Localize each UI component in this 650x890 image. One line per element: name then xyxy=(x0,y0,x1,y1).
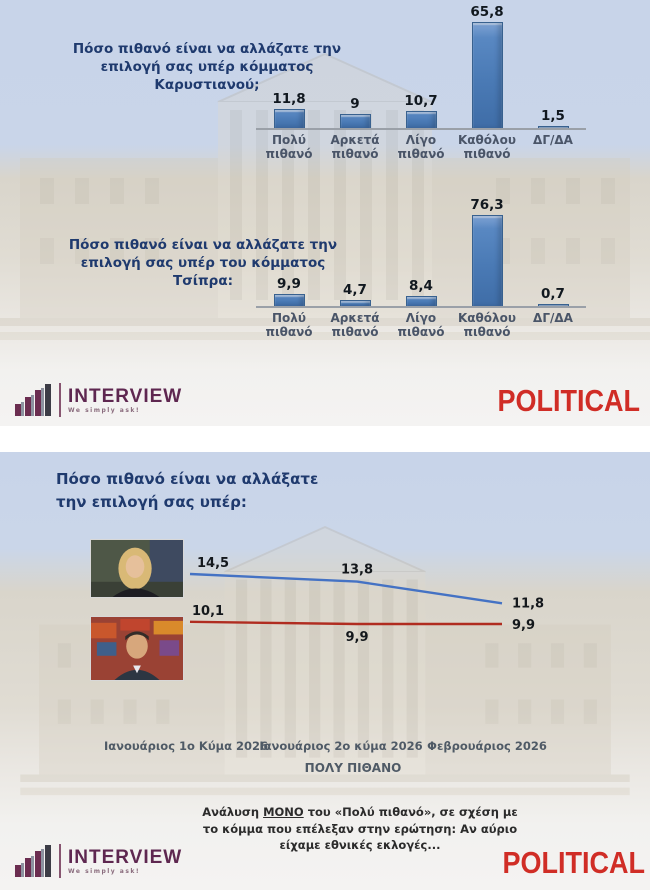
chart2-category-row: Πολύ πιθανό Αρκετά πιθανό Λίγο πιθανό Καθόλ… xyxy=(256,308,586,339)
bar xyxy=(537,126,569,128)
bar-group: 8,4 xyxy=(388,278,454,306)
interview-bars-icon xyxy=(15,845,51,877)
category-label: Λίγο πιθανό xyxy=(397,311,445,339)
bar-group: 0,7 xyxy=(520,286,586,306)
bar-value-label: 8,4 xyxy=(409,278,433,294)
chart1-title: Πόσο πιθανό είναι να αλλάζατε την επιλογ… xyxy=(62,40,352,94)
chart2-title-line2: επιλογή σας υπέρ του κόμματος xyxy=(80,255,326,271)
bar-value-label: 76,3 xyxy=(470,197,504,213)
analysis-footnote: Ανάλυση ΜΟΝΟ του «Πολύ πιθανό», σε σχέση… xyxy=(170,804,550,854)
interview-logo-tagline: We simply ask! xyxy=(68,867,141,875)
bar-group: 1,5 xyxy=(520,108,586,128)
chart1-karystianou-bars: 11,8 9 10,7 65,8 1,5 Πολύ πιθανό Αρκετά πιθαν… xyxy=(256,4,586,161)
line-chart-title-line1: Πόσο πιθανό είναι να αλλάξατε xyxy=(56,470,319,488)
bar-value-label: 11,8 xyxy=(272,91,306,107)
bar xyxy=(273,109,305,128)
chart1-title-line1: Πόσο πιθανό είναι να αλλάζατε την xyxy=(72,41,342,57)
x-axis-label-wave3: Φεβρουάριος 2026 xyxy=(427,739,547,753)
bar-value-label: 9 xyxy=(350,96,360,112)
chart2-title: Πόσο πιθανό είναι να αλλάζατε την επιλογ… xyxy=(58,236,348,290)
chart2-title-line3: Τσίπρα: xyxy=(173,273,233,289)
bar-group: 76,3 xyxy=(454,197,520,306)
data-point-label: 9,9 xyxy=(512,618,535,633)
interview-logo-divider xyxy=(59,844,61,878)
bar-group: 65,8 xyxy=(454,4,520,128)
category-label: Πολύ πιθανό xyxy=(265,311,313,339)
interview-logo: INTERVIEW We simply ask! xyxy=(14,382,182,418)
bar xyxy=(405,111,437,128)
x-axis-caption: ΠΟΛΥ ΠΙΘΑΝΟ xyxy=(304,761,402,775)
data-point-label: 10,1 xyxy=(192,604,224,619)
category-label: Αρκετά πιθανό xyxy=(330,133,380,161)
line-chart-title-line2: την επιλογή σας υπέρ: xyxy=(56,493,247,511)
chart1-title-line3: Καρυστιανού; xyxy=(154,77,260,93)
bar xyxy=(339,300,371,306)
line-chart-title: Πόσο πιθανό είναι να αλλάξατε την επιλογ… xyxy=(56,468,318,514)
footnote-text-post: του «Πολύ πιθανό», σε σχέση με xyxy=(303,805,518,819)
chart1-title-line2: επιλογή σας υπέρ κόμματος xyxy=(100,59,314,75)
category-label: Λίγο πιθανό xyxy=(397,133,445,161)
line-chart-panel: Πόσο πιθανό είναι να αλλάξατε την επιλογ… xyxy=(0,452,650,890)
bar xyxy=(471,22,503,128)
political-logo: POLITICAL xyxy=(497,384,641,418)
bar-group: 11,8 xyxy=(256,91,322,128)
trend-line-tsipras xyxy=(189,620,502,626)
bar xyxy=(537,304,569,306)
footnote-text-pre: Ανάλυση xyxy=(202,805,264,819)
interview-logo-name: INTERVIEW xyxy=(68,385,183,407)
data-point-label: 14,5 xyxy=(197,556,229,571)
bar-value-label: 9,9 xyxy=(277,276,301,292)
bar xyxy=(339,114,371,128)
bar-value-label: 65,8 xyxy=(470,4,504,20)
footnote-line3: είχαμε εθνικές εκλογές... xyxy=(279,838,441,852)
chart2-title-line1: Πόσο πιθανό είναι να αλλάζατε την xyxy=(68,237,338,253)
karystianou-photo xyxy=(90,539,184,598)
interview-logo-divider xyxy=(59,383,61,417)
x-axis-label-wave1: Ιανουάριος 1ο Κύμα 2026 xyxy=(104,739,268,753)
x-axis-label-wave2: Ιανουάριος 2ο κύμα 2026 xyxy=(259,739,423,753)
bar xyxy=(273,294,305,306)
bar xyxy=(405,296,437,306)
category-label: ΔΓ/ΔΑ xyxy=(533,311,573,325)
political-logo: POLITICAL xyxy=(502,846,646,880)
bar-value-label: 0,7 xyxy=(541,286,565,302)
interview-bars-icon xyxy=(15,384,51,416)
chart1-bars-row: 11,8 9 10,7 65,8 1,5 xyxy=(256,4,586,130)
category-label: Καθόλου πιθανό xyxy=(458,133,516,161)
interview-logo-name: INTERVIEW xyxy=(68,846,183,868)
chart2-bars-row: 9,9 4,7 8,4 76,3 0,7 xyxy=(256,197,586,308)
bar-value-label: 10,7 xyxy=(404,93,438,109)
data-point-label: 9,9 xyxy=(345,630,368,645)
chart1-category-row: Πολύ πιθανό Αρκετά πιθανό Λίγο πιθανό Καθόλ… xyxy=(256,130,586,161)
chart2-tsipras-bars: 9,9 4,7 8,4 76,3 0,7 Πολύ πιθανό Αρκετά πιθαν… xyxy=(256,197,586,339)
bar-value-label: 1,5 xyxy=(541,108,565,124)
interview-logo-tagline: We simply ask! xyxy=(68,406,141,414)
category-label: Αρκετά πιθανό xyxy=(330,311,380,339)
trend-line-karystianou xyxy=(189,572,503,605)
bar-group: 9 xyxy=(322,96,388,128)
footnote-text-strong: ΜΟΝΟ xyxy=(263,805,304,819)
bar-value-label: 4,7 xyxy=(343,282,367,298)
category-label: ΔΓ/ΔΑ xyxy=(533,133,573,147)
bar-group: 9,9 xyxy=(256,276,322,306)
trend-line-chart: 14,5 13,8 11,8 10,1 9,9 9,9 xyxy=(189,556,544,645)
bar-group: 4,7 xyxy=(322,282,388,306)
bar xyxy=(471,215,503,306)
footnote-line2: το κόμμα που επέλεξαν στην ερώτηση: Αν α… xyxy=(202,821,518,836)
category-label: Πολύ πιθανό xyxy=(265,133,313,161)
tsipras-photo xyxy=(90,616,184,681)
interview-logo: INTERVIEW We simply ask! xyxy=(14,843,182,879)
bar-group: 10,7 xyxy=(388,93,454,128)
category-label: Καθόλου πιθανό xyxy=(458,311,516,339)
bar-charts-panel: Πόσο πιθανό είναι να αλλάζατε την επιλογ… xyxy=(0,0,650,426)
data-point-label: 13,8 xyxy=(341,563,373,578)
data-point-label: 11,8 xyxy=(512,596,544,611)
